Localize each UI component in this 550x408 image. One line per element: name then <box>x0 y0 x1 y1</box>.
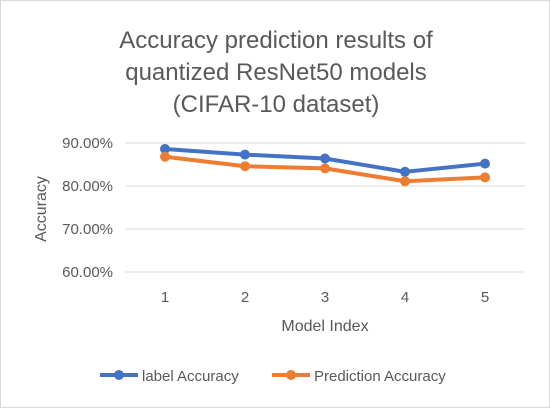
data-point <box>320 163 330 174</box>
chart-title: Accuracy prediction results of quantized… <box>119 27 433 118</box>
legend-label: Prediction Accuracy <box>314 368 446 385</box>
data-point <box>160 151 170 162</box>
x-tick-label: 3 <box>321 289 329 306</box>
data-point <box>400 176 410 187</box>
y-tick-label: 70.00% <box>62 221 113 238</box>
series-2 <box>160 151 490 187</box>
y-axis-title: Accuracy <box>33 176 50 242</box>
data-point <box>160 144 170 155</box>
data-point <box>320 153 330 164</box>
y-tick-label: 90.00% <box>62 135 113 152</box>
gridlines <box>125 142 525 273</box>
y-tick-label: 60.00% <box>62 264 113 281</box>
data-point <box>400 166 410 177</box>
y-tick-label: 80.00% <box>62 178 113 195</box>
x-axis-title: Model Index <box>281 318 368 335</box>
legend-marker <box>114 370 124 380</box>
legend-label: label Accuracy <box>142 368 239 385</box>
chart-title-line-3: (CIFAR-10 dataset) <box>173 91 380 118</box>
data-point <box>240 161 250 172</box>
chart-title-line-2: quantized ResNet50 models <box>125 59 427 86</box>
x-axis-ticks: 1 2 3 4 5 <box>161 289 489 306</box>
legend: label Accuracy Prediction Accuracy <box>100 368 446 385</box>
x-tick-label: 4 <box>401 289 409 306</box>
data-point <box>480 172 490 183</box>
data-point <box>480 158 490 169</box>
y-axis-ticks: 60.00% 70.00% 80.00% 90.00% <box>62 135 113 281</box>
series-1 <box>160 144 490 177</box>
chart-title-line-1: Accuracy prediction results of <box>119 27 433 54</box>
x-tick-label: 1 <box>161 289 169 306</box>
x-tick-label: 2 <box>241 289 249 306</box>
legend-marker <box>286 370 296 380</box>
x-tick-label: 5 <box>481 289 489 306</box>
series-group <box>160 144 490 187</box>
data-point <box>240 149 250 160</box>
